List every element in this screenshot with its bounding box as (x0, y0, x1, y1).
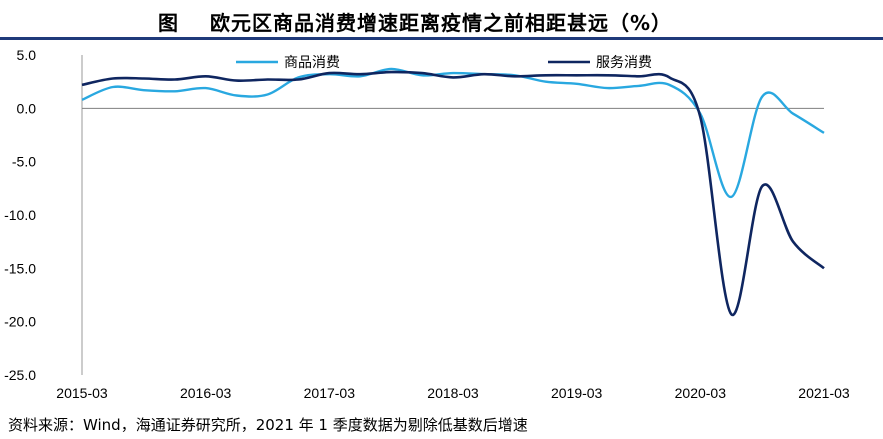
y-tick-label: -25.0 (4, 367, 36, 383)
line-chart: 5.0 0.0 -5.0 -10.0 -15.0 -20.0 -25.0 2015-03 201… (4, 47, 850, 401)
figure-label: 图 (158, 11, 179, 35)
x-tick-label: 2015-03 (56, 385, 108, 401)
y-tick-label: -5.0 (12, 154, 36, 170)
x-tick-label: 2016-03 (180, 385, 232, 401)
y-tick-label: 0.0 (17, 100, 37, 116)
x-tick-label: 2021-03 (798, 385, 850, 401)
chart-title: 欧元区商品消费增速距离疫情之前相距甚远（%） (210, 11, 673, 35)
x-tick-label: 2020-03 (675, 385, 727, 401)
series-line-goods-consumption (81, 67, 825, 199)
legend-label-goods: 商品消费 (284, 55, 340, 71)
y-tick-label: 5.0 (17, 47, 37, 63)
series-line-services-consumption (81, 70, 825, 316)
x-tick-label: 2019-03 (551, 385, 603, 401)
y-tick-label: -20.0 (4, 314, 36, 330)
x-tick-label: 2018-03 (427, 385, 479, 401)
y-tick-label: -15.0 (4, 260, 36, 276)
legend-label-services: 服务消费 (596, 55, 652, 71)
y-tick-label: -10.0 (4, 207, 36, 223)
figure-title-bar: 图 欧元区商品消费增速距离疫情之前相距甚远（%） (0, 0, 883, 40)
source-note: 资料来源：Wind，海通证券研究所，2021 年 1 季度数据为剔除低基数后增速 (8, 416, 528, 434)
x-tick-label: 2017-03 (304, 385, 356, 401)
